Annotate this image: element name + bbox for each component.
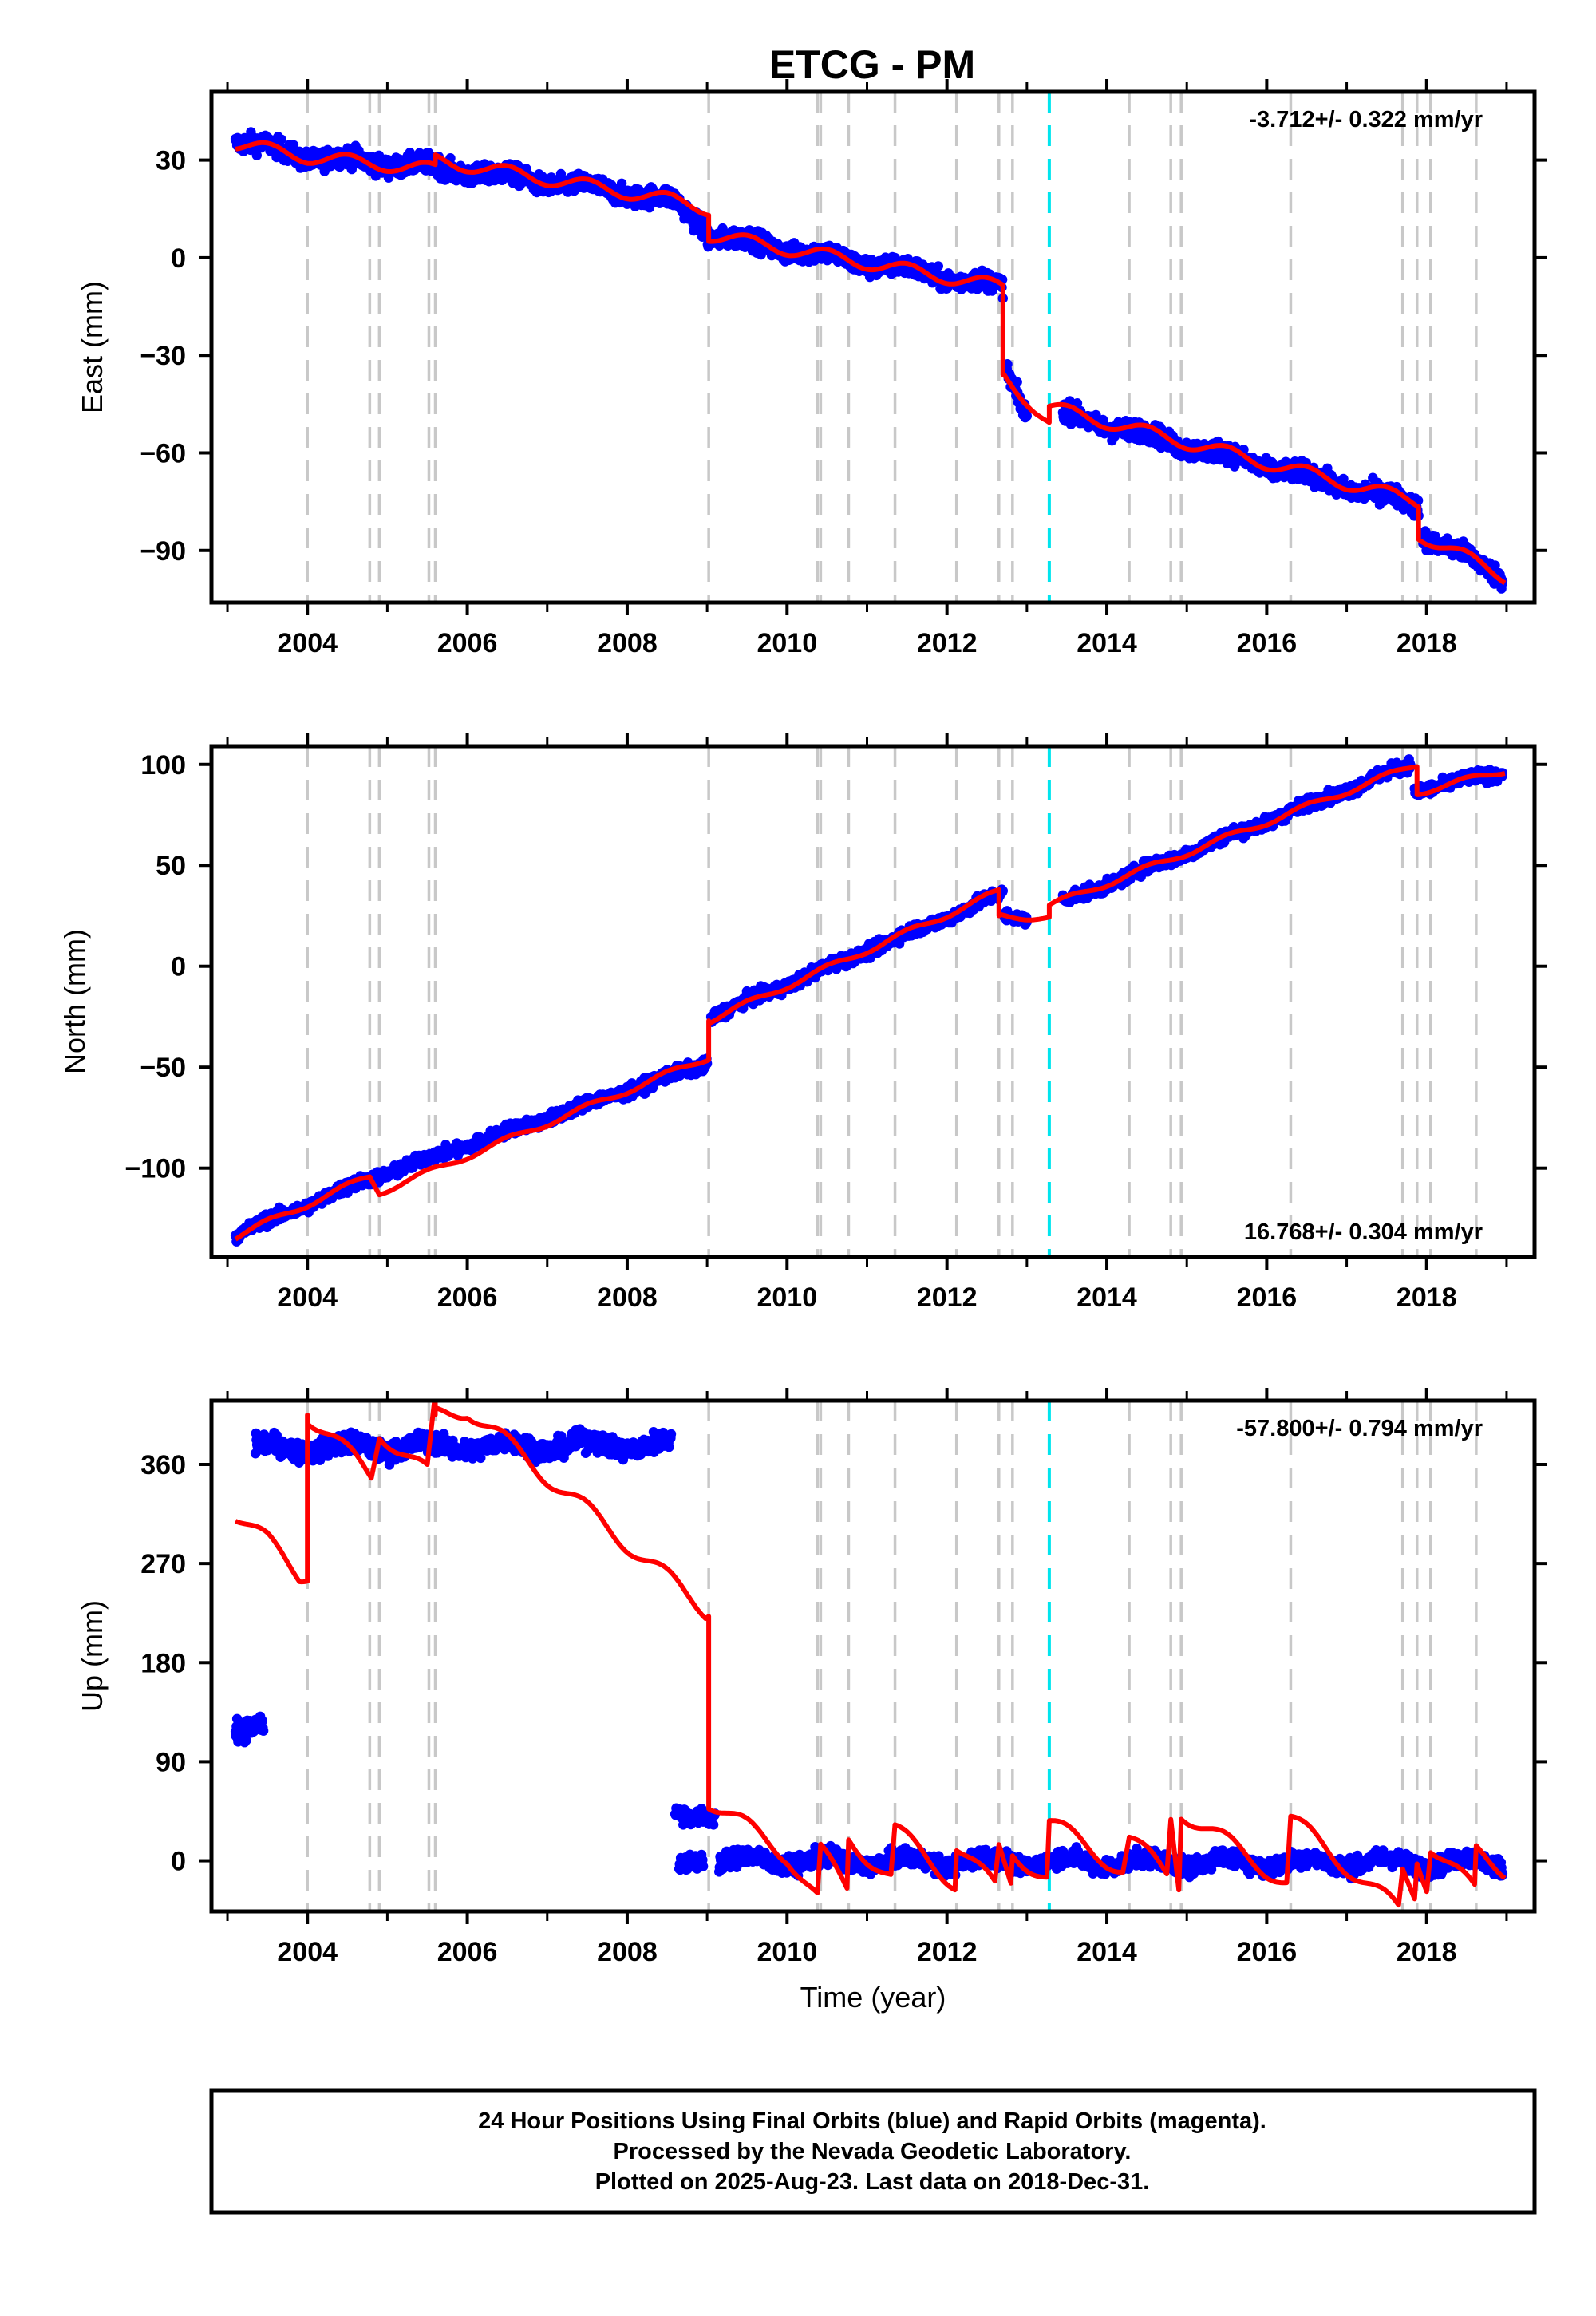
east-plot-area [230,92,1508,603]
data-point [276,134,286,144]
x-tick-label: 2014 [1077,1282,1137,1313]
x-tick-label: 2008 [597,628,658,658]
x-tick-label: 2010 [757,628,817,658]
data-point [251,150,262,160]
up-panel: 2004 2006 2008 2010 2012 2014 2016 201809018027… [76,1388,1547,2014]
x-tick-label: 2004 [277,1282,338,1313]
north-y-axis-label: North (mm) [58,929,91,1074]
x-tick-label: 2012 [917,628,978,658]
data-point [616,178,627,188]
data-point [1021,411,1033,421]
y-tick-label: 30 [156,146,186,176]
y-tick-label: 50 [156,851,186,881]
north-panel: 2004 2006 2008 2010 2012 2014 2016 2018 −100 −50 0… [58,733,1547,1313]
x-tick-label: 2018 [1396,1282,1457,1313]
y-tick-label: 0 [171,243,186,274]
north-rate-label: 16.768+/- 0.304 mm/yr [1244,1219,1483,1245]
east-axes-frame [209,89,1537,605]
x-tick-label: 2006 [437,1282,498,1313]
north-plot-area [230,746,1508,1257]
y-tick-label: −100 [124,1154,186,1184]
x-tick-label: 2006 [437,628,498,658]
up-plot-area [230,1401,1508,1911]
x-tick-label: 2016 [1237,628,1298,658]
y-tick-label: −60 [140,438,186,468]
y-tick-label: 100 [140,750,186,781]
x-tick-label: 2008 [597,1282,658,1313]
east-y-axis-label: East (mm) [76,281,109,413]
y-tick-label: −30 [140,341,186,371]
y-tick-label: 0 [171,952,186,982]
x-tick-label: 2004 [277,628,338,658]
y-tick-label: −90 [140,536,186,567]
x-tick-label: 2018 [1396,628,1457,658]
data-point [933,261,944,271]
data-point [258,1725,269,1736]
x-tick-label: 2014 [1077,628,1137,658]
east-rate-label: -3.712+/- 0.322 mm/yr [1249,107,1483,132]
x-tick-label: 2012 [917,1282,978,1313]
up-data-points [230,1424,1508,1884]
x-tick-label: 2010 [757,1282,817,1313]
east-panel: 2004 2006 2008 2010 2012 2014 2016 2018 −90 −60 −3… [76,79,1547,658]
data-point [1012,377,1022,387]
y-tick-label: −50 [140,1053,186,1083]
east-data-points [230,127,1508,594]
figure-title: ETCG - PM [769,42,975,87]
north-model-line [234,764,1506,1242]
x-tick-label: 2016 [1237,1282,1298,1313]
east-model-line [235,140,1507,586]
